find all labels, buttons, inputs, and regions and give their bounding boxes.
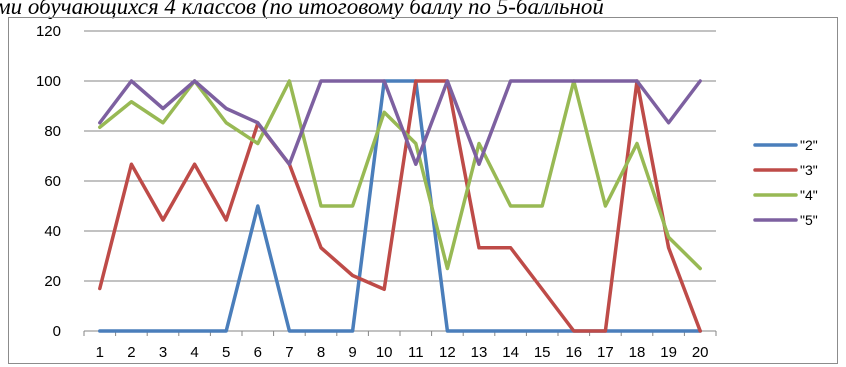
x-tick-label: 2 — [127, 344, 135, 361]
x-axis-tick-labels: 1 2 3 4 5 6 7 8 9 10 11 12 13 14 15 16 17 18 19 20 — [96, 344, 709, 361]
x-tick-label: 11 — [408, 344, 424, 361]
legend-label: "2" — [800, 137, 818, 153]
x-tick-label: 16 — [565, 344, 582, 361]
x-tick-label: 1 — [96, 344, 104, 361]
x-tick-label: 3 — [159, 344, 167, 361]
y-tick-label: 40 — [44, 223, 61, 240]
series-line-2 — [98, 79, 702, 333]
x-tick-label: 9 — [348, 344, 356, 361]
series-lines — [98, 79, 702, 333]
legend: "2" "3" "4" "5" — [753, 137, 818, 228]
y-tick-label: 60 — [44, 173, 61, 190]
x-tick-label: 14 — [502, 344, 519, 361]
legend-label: "5" — [800, 212, 818, 228]
x-tick-label: 10 — [376, 344, 393, 361]
x-tick-label: 17 — [597, 344, 614, 361]
x-tick-label: 13 — [471, 344, 488, 361]
x-tick-label: 19 — [660, 344, 677, 361]
y-tick-label: 80 — [44, 123, 61, 140]
x-tick-label: 20 — [692, 344, 709, 361]
chart-title-fragment: ми обучающихся 4 классов (по итоговому б… — [0, 0, 604, 19]
y-tick-label: 0 — [53, 323, 61, 340]
y-tick-label: 100 — [36, 73, 61, 90]
legend-label: "3" — [800, 162, 818, 178]
x-tick-label: 18 — [629, 344, 646, 361]
x-tick-label: 5 — [222, 344, 230, 361]
chart-frame — [8, 17, 838, 364]
x-tick-label: 7 — [285, 344, 293, 361]
x-tick-label: 4 — [190, 344, 198, 361]
x-tick-label: 8 — [317, 344, 325, 361]
series-line-3 — [98, 79, 702, 271]
legend-label: "4" — [800, 187, 818, 203]
y-tick-label: 20 — [44, 273, 61, 290]
gridlines — [84, 30, 716, 282]
series-line-4 — [98, 79, 702, 166]
x-tick-label: 6 — [254, 344, 262, 361]
y-axis-tick-labels: 0 20 40 60 80 100 120 — [36, 23, 61, 340]
x-tick-label: 15 — [534, 344, 551, 361]
x-tick-label: 12 — [439, 344, 456, 361]
y-tick-label: 120 — [36, 23, 61, 40]
